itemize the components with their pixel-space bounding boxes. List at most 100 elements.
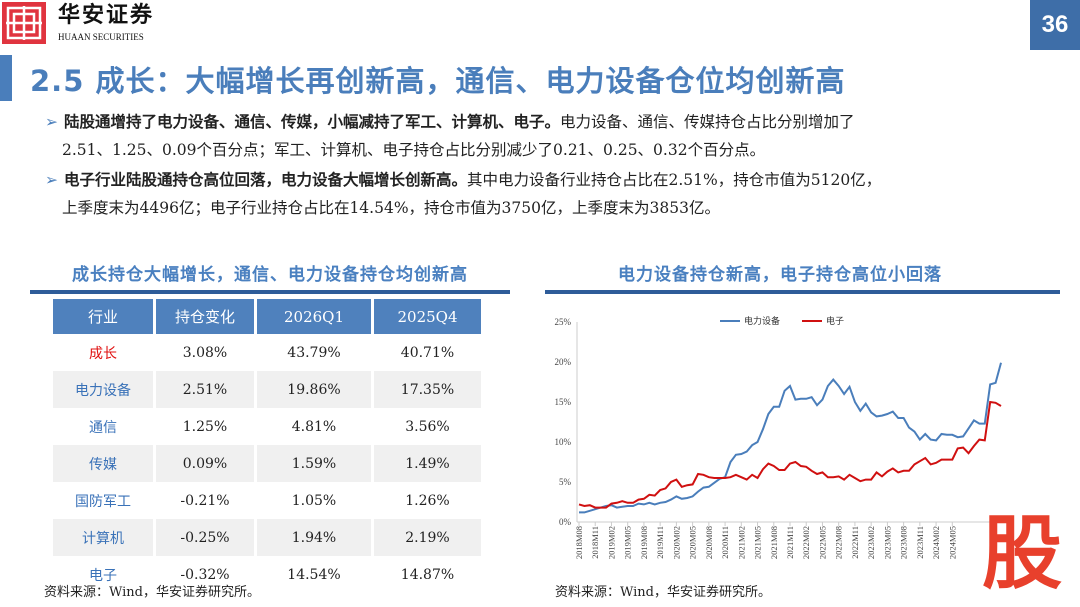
x-tick-label: 2019M05 [623, 526, 633, 559]
col-header: 持仓变化 [156, 299, 254, 334]
industry-cell: 电力设备 [53, 371, 153, 408]
holdings-table: 行业 持仓变化 2026Q1 2025Q4 成长 3.08% 43.79% 40.71… [50, 299, 484, 593]
q4-cell: 2.19% [374, 519, 481, 556]
x-tick-label: 2024M02 [931, 526, 941, 559]
x-tick-label: 2023M11 [915, 526, 925, 559]
bullet-2: ➢ 电子行业陆股通持仓高位回落，电力设备大幅增长创新高。其中电力设备行业持仓占比在… [45, 166, 1065, 222]
table-title-underline [30, 290, 510, 294]
arrow-bullet-icon: ➢ [45, 113, 58, 131]
q4-cell: 40.71% [400, 344, 455, 361]
arrow-bullet-icon: ➢ [45, 171, 58, 189]
chart-source: 资料来源：Wind，华安证券研究所。 [555, 585, 771, 600]
col-header: 行业 [53, 299, 153, 334]
x-tick-label: 2021M08 [769, 526, 779, 559]
x-tick-label: 2018M11 [590, 526, 600, 559]
q4-cell: 1.26% [405, 492, 450, 509]
industry-cell: 成长 [89, 345, 117, 362]
table-title: 成长持仓大幅增长，通信、电力设备持仓均创新高 [72, 265, 468, 285]
y-tick-label: 0% [559, 517, 572, 527]
x-tick-label: 2019M08 [639, 526, 649, 559]
table-row: 传媒 0.09% 1.59% 1.49% [53, 445, 481, 482]
bullet-text: 其中电力设备行业持仓占比在2.51%，持仓市值为5120亿， [467, 171, 882, 189]
q4-cell: 17.35% [374, 371, 481, 408]
table-row: 成长 3.08% 43.79% 40.71% [53, 334, 481, 371]
x-tick-label: 2020M11 [720, 526, 730, 559]
line-chart: 0% 5% 10% 15% 20% 25% 2018M08 2018M11 2019M02 201… [555, 315, 1006, 559]
chart-title: 电力设备持仓新高，电子持仓高位小回落 [618, 265, 942, 285]
bullet-1: ➢ 陆股通增持了电力设备、通信、传媒，小幅减持了军工、计算机、电子。电力设备、通信… [45, 108, 1065, 164]
y-tick-label: 25% [555, 317, 572, 327]
bullet-text: 电力设备、通信、传媒持仓占比分别增加了 [560, 113, 855, 131]
q1-cell: 14.54% [287, 566, 341, 583]
x-tick-label: 2020M05 [688, 526, 698, 559]
x-tick-label: 2019M11 [655, 526, 665, 559]
q1-cell: 1.94% [257, 519, 371, 556]
y-tick-label: 5% [559, 477, 572, 487]
table-row: 国防军工 -0.21% 1.05% 1.26% [53, 482, 481, 519]
y-tick-label: 15% [555, 397, 572, 407]
table-row: 计算机 -0.25% 1.94% 2.19% [53, 519, 481, 556]
x-tick-label: 2022M05 [817, 526, 827, 559]
q1-cell: 19.86% [257, 371, 371, 408]
industry-cell: 电子 [89, 567, 117, 584]
industry-cell: 传媒 [53, 445, 153, 482]
change-cell: 3.08% [182, 344, 228, 361]
watermark-logo: 股 [982, 507, 1062, 600]
industry-cell: 计算机 [53, 519, 153, 556]
logo-text-cn: 华安证券 [58, 2, 155, 28]
table-source: 资料来源：Wind，华安证券研究所。 [44, 585, 260, 600]
x-tick-label: 2020M08 [704, 526, 714, 559]
y-tick-label: 10% [555, 437, 572, 447]
series-line-electronics [578, 400, 1002, 509]
title-accent-bar [0, 55, 12, 101]
x-tick-label: 2018M08 [574, 526, 584, 559]
holdings-table-wrap: 行业 持仓变化 2026Q1 2025Q4 成长 3.08% 43.79% 40.71… [50, 299, 484, 593]
q4-cell: 1.49% [374, 445, 481, 482]
x-tick-label: 2024M05 [947, 526, 957, 559]
page-title: 2.5 成长：大幅增长再创新高，通信、电力设备仓位均创新高 [30, 64, 846, 98]
chart-title-underline [545, 290, 1060, 294]
x-tick-label: 2021M05 [753, 526, 763, 559]
q1-cell: 1.05% [291, 492, 337, 509]
bullet-bold: 电子行业陆股通持仓高位回落，电力设备大幅增长创新高。 [64, 170, 468, 189]
x-tick-label: 2020M02 [671, 526, 681, 559]
x-tick-label: 2023M02 [866, 526, 876, 559]
table-row: 通信 1.25% 4.81% 3.56% [53, 408, 481, 445]
change-cell: -0.21% [180, 492, 230, 509]
x-tick-label: 2023M08 [899, 526, 909, 559]
y-tick-label: 20% [555, 357, 572, 367]
col-header: 2026Q1 [257, 299, 371, 334]
q4-cell: 3.56% [405, 418, 450, 435]
x-tick-label: 2021M11 [785, 526, 795, 559]
series-line-power-equipment [579, 362, 1002, 514]
q1-cell: 43.79% [287, 344, 341, 361]
bullet-bold: 陆股通增持了电力设备、通信、传媒，小幅减持了军工、计算机、电子。 [64, 112, 561, 131]
x-tick-label: 2022M02 [801, 526, 811, 559]
q4-cell: 14.87% [400, 566, 455, 583]
x-tick-label: 2022M11 [850, 526, 860, 559]
q1-cell: 4.81% [291, 418, 337, 435]
industry-cell: 国防军工 [75, 493, 131, 510]
change-cell: -0.32% [180, 566, 230, 583]
logo-pattern-icon [6, 6, 42, 40]
legend-label: 电力设备 [744, 315, 780, 327]
legend-label: 电子 [826, 315, 844, 327]
change-cell: -0.25% [156, 519, 254, 556]
x-tick-label: 2022M08 [834, 526, 844, 559]
industry-cell: 通信 [89, 419, 117, 436]
page-number: 36 [1030, 0, 1080, 50]
logo-text-en: HUAAN SECURITIES [58, 32, 144, 42]
q1-cell: 1.59% [257, 445, 371, 482]
change-cell: 0.09% [156, 445, 254, 482]
change-cell: 1.25% [182, 418, 228, 435]
bullet-text-cont: 上季度末为4496亿；电子行业持仓占比在14.54%，持仓市值为3750亿，上季… [62, 199, 720, 217]
col-header: 2025Q4 [374, 299, 481, 334]
table-header-row: 行业 持仓变化 2026Q1 2025Q4 [53, 299, 481, 334]
logo-emblem [2, 2, 46, 44]
x-tick-label: 2023M05 [882, 526, 892, 559]
change-cell: 2.51% [156, 371, 254, 408]
bullet-text-cont: 2.51、1.25、0.09个百分点；军工、计算机、电子持仓占比分别减少了0.2… [62, 141, 766, 159]
table-row: 电力设备 2.51% 19.86% 17.35% [53, 371, 481, 408]
x-tick-label: 2021M02 [736, 526, 746, 559]
x-tick-label: 2019M02 [606, 526, 616, 559]
